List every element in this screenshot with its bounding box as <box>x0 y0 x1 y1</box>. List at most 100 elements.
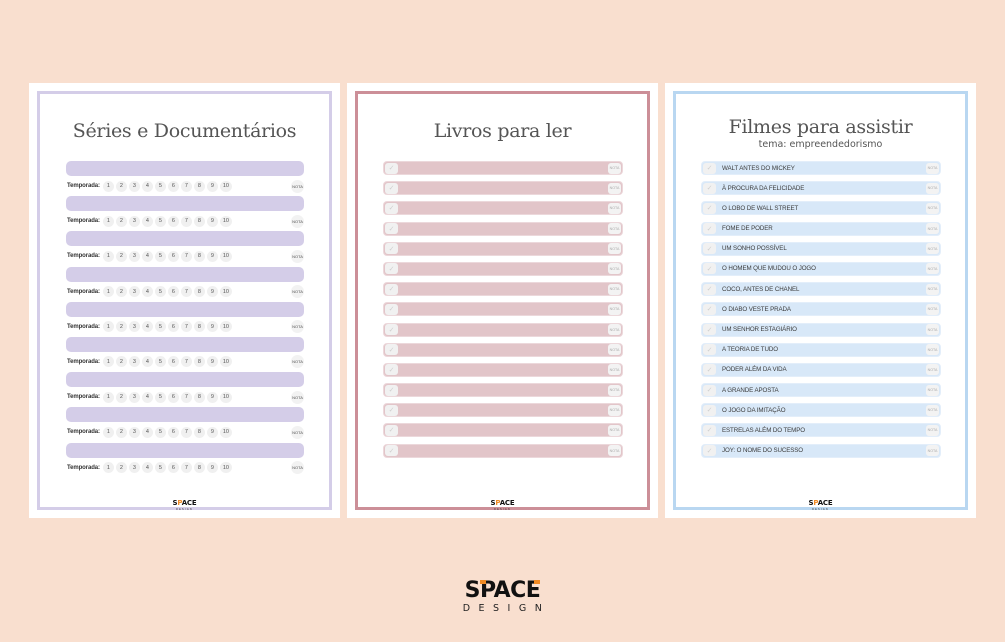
rating-box[interactable]: NOTA <box>926 283 939 295</box>
checkmark-icon[interactable]: ✓ <box>385 424 398 436</box>
series-title-field[interactable] <box>66 442 304 458</box>
season-number-circle[interactable]: 1 <box>102 356 114 368</box>
rating-box[interactable]: NOTA <box>608 182 621 194</box>
checkmark-icon[interactable]: ✓ <box>703 263 716 275</box>
season-number-circle[interactable]: 8 <box>193 215 205 227</box>
item-title[interactable]: COCO, ANTES DE CHANEL <box>722 285 800 293</box>
checkmark-icon[interactable]: ✓ <box>385 202 398 214</box>
season-number-circle[interactable]: 3 <box>128 462 140 473</box>
rating-box[interactable]: NOTA <box>608 263 621 275</box>
season-number-circle[interactable]: 9 <box>206 462 218 473</box>
item-title[interactable]: JOY: O NOME DO SUCESSO <box>722 447 804 455</box>
season-number-circle[interactable]: 10 <box>219 321 232 333</box>
season-number-circle[interactable]: 8 <box>193 321 205 333</box>
rating-circle[interactable]: NOTA <box>291 425 304 439</box>
season-number-circle[interactable]: 3 <box>128 286 140 298</box>
checkmark-icon[interactable]: ✓ <box>703 344 716 356</box>
season-number-circle[interactable]: 4 <box>141 321 153 333</box>
rating-box[interactable]: NOTA <box>926 384 939 396</box>
season-number-circle[interactable]: 4 <box>141 250 153 262</box>
season-number-circle[interactable]: 10 <box>219 286 232 298</box>
rating-circle[interactable]: NOTA <box>291 249 304 263</box>
rating-box[interactable]: NOTA <box>608 404 621 416</box>
season-number-circle[interactable]: 3 <box>128 250 140 262</box>
season-number-circle[interactable]: 5 <box>154 356 166 368</box>
checkmark-icon[interactable]: ✓ <box>385 384 398 396</box>
checkmark-icon[interactable]: ✓ <box>385 243 398 255</box>
rating-box[interactable]: NOTA <box>608 223 621 235</box>
season-number-circle[interactable]: 9 <box>206 356 218 368</box>
checkmark-icon[interactable]: ✓ <box>385 223 398 235</box>
rating-box[interactable]: NOTA <box>926 303 939 315</box>
checkmark-icon[interactable]: ✓ <box>703 384 716 396</box>
season-number-circle[interactable]: 5 <box>154 321 166 333</box>
season-number-circle[interactable]: 8 <box>193 462 205 473</box>
season-number-circle[interactable]: 2 <box>115 356 127 368</box>
rating-box[interactable]: NOTA <box>608 162 621 174</box>
series-title-field[interactable] <box>66 161 304 176</box>
season-number-circle[interactable]: 10 <box>219 250 232 262</box>
season-number-circle[interactable]: 5 <box>154 426 166 438</box>
rating-circle[interactable]: NOTA <box>291 285 304 299</box>
season-number-circle[interactable]: 1 <box>102 321 114 333</box>
season-number-circle[interactable]: 4 <box>141 426 153 438</box>
rating-box[interactable]: NOTA <box>926 424 939 436</box>
rating-box[interactable]: NOTA <box>608 445 621 457</box>
season-number-circle[interactable]: 4 <box>141 356 153 368</box>
season-number-circle[interactable]: 4 <box>141 462 153 473</box>
season-number-circle[interactable]: 9 <box>206 250 218 262</box>
season-number-circle[interactable]: 8 <box>193 391 205 403</box>
item-title[interactable]: O JOGO DA IMITAÇÃO <box>722 406 786 414</box>
season-number-circle[interactable]: 3 <box>128 391 140 403</box>
season-number-circle[interactable]: 5 <box>154 180 166 192</box>
season-number-circle[interactable]: 6 <box>167 180 179 192</box>
season-number-circle[interactable]: 2 <box>115 426 127 438</box>
checkmark-icon[interactable]: ✓ <box>703 324 716 335</box>
season-number-circle[interactable]: 7 <box>180 215 192 227</box>
season-number-circle[interactable]: 8 <box>193 356 205 368</box>
rating-box[interactable]: NOTA <box>926 364 939 376</box>
checkmark-icon[interactable]: ✓ <box>703 243 716 255</box>
season-number-circle[interactable]: 10 <box>219 391 232 403</box>
season-number-circle[interactable]: 2 <box>115 180 127 192</box>
checkmark-icon[interactable]: ✓ <box>703 283 716 295</box>
rating-box[interactable]: NOTA <box>608 303 621 315</box>
season-number-circle[interactable]: 1 <box>102 426 114 438</box>
rating-box[interactable]: NOTA <box>926 344 939 356</box>
rating-box[interactable]: NOTA <box>926 182 939 194</box>
season-number-circle[interactable]: 7 <box>180 250 192 262</box>
season-number-circle[interactable]: 2 <box>115 286 127 298</box>
rating-circle[interactable]: NOTA <box>291 214 304 228</box>
checkmark-icon[interactable]: ✓ <box>385 445 398 457</box>
season-number-circle[interactable]: 6 <box>167 215 179 227</box>
checkmark-icon[interactable]: ✓ <box>385 324 398 335</box>
series-title-field[interactable] <box>66 231 304 247</box>
rating-circle[interactable]: NOTA <box>291 355 304 369</box>
season-number-circle[interactable]: 9 <box>206 215 218 227</box>
rating-box[interactable]: NOTA <box>926 324 939 335</box>
checkmark-icon[interactable]: ✓ <box>703 202 716 214</box>
item-title[interactable]: A GRANDE APOSTA <box>722 386 779 394</box>
checkmark-icon[interactable]: ✓ <box>385 162 398 174</box>
season-number-circle[interactable]: 1 <box>102 286 114 298</box>
item-title[interactable]: A TEORIA DE TUDO <box>722 346 778 354</box>
rating-circle[interactable]: NOTA <box>291 320 304 334</box>
checkmark-icon[interactable]: ✓ <box>385 364 398 376</box>
season-number-circle[interactable]: 1 <box>102 215 114 227</box>
season-number-circle[interactable]: 6 <box>167 250 179 262</box>
season-number-circle[interactable]: 7 <box>180 356 192 368</box>
season-number-circle[interactable]: 9 <box>206 426 218 438</box>
season-number-circle[interactable]: 10 <box>219 462 232 473</box>
checkmark-icon[interactable]: ✓ <box>703 303 716 315</box>
season-number-circle[interactable]: 4 <box>141 286 153 298</box>
series-title-field[interactable] <box>66 301 304 317</box>
season-number-circle[interactable]: 9 <box>206 391 218 403</box>
season-number-circle[interactable]: 7 <box>180 286 192 298</box>
season-number-circle[interactable]: 2 <box>115 321 127 333</box>
item-title[interactable]: ESTRELAS ALÉM DO TEMPO <box>722 426 805 434</box>
season-number-circle[interactable]: 2 <box>115 215 127 227</box>
rating-box[interactable]: NOTA <box>926 263 939 275</box>
item-title[interactable]: UM SENHOR ESTAGIÁRIO <box>722 326 797 333</box>
season-number-circle[interactable]: 9 <box>206 286 218 298</box>
rating-box[interactable]: NOTA <box>608 283 621 295</box>
